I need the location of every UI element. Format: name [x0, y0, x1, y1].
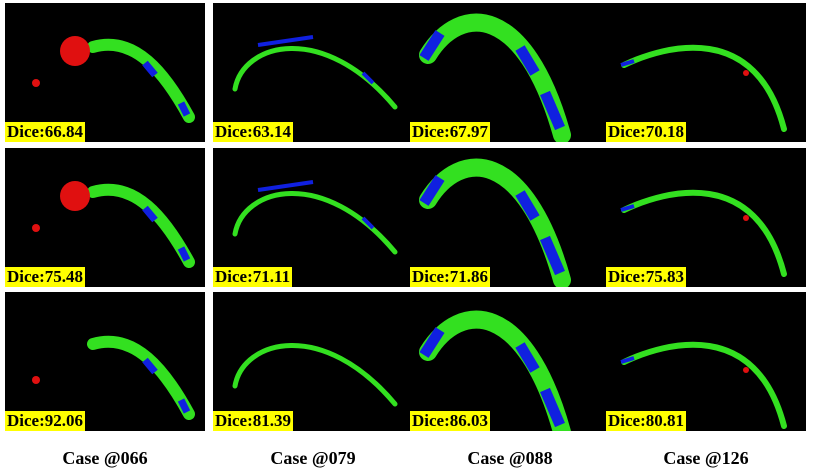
vessel-body — [419, 158, 571, 287]
vessel-error — [142, 60, 158, 78]
case-caption: Case @066 — [62, 448, 148, 468]
vessel-render — [32, 36, 195, 123]
render-panel: Dice:80.81 — [606, 292, 806, 431]
render-panel: Dice:75.48 — [5, 148, 205, 287]
dice-label: Dice:71.86 — [410, 267, 491, 287]
vessel-render — [32, 335, 195, 420]
vessel — [232, 180, 398, 255]
vessel-render — [620, 44, 787, 132]
vessel-region — [32, 224, 40, 232]
vessel-error — [257, 180, 314, 192]
vessel — [620, 44, 787, 132]
dice-label: Dice:67.97 — [410, 122, 491, 142]
vessel — [419, 310, 571, 431]
vessel — [32, 181, 195, 268]
dice-label: Dice:80.81 — [606, 411, 687, 431]
vessel-render — [32, 181, 195, 268]
vessel-body — [621, 341, 787, 429]
vessel — [620, 189, 787, 277]
vessel-body — [87, 183, 195, 268]
vessel-render — [419, 310, 571, 431]
vessel-error — [177, 101, 191, 117]
dice-label: Dice:63.14 — [213, 122, 294, 142]
vessel-render — [419, 158, 571, 287]
vessel-render — [419, 13, 571, 142]
vessel — [32, 335, 195, 420]
render-panel: Dice:66.84 — [5, 3, 205, 142]
vessel — [419, 13, 571, 142]
case-caption: Case @088 — [467, 448, 553, 468]
vessel-error — [361, 71, 375, 85]
render-panel: Dice:70.18 — [606, 3, 806, 142]
vessel-error — [361, 216, 375, 230]
vessel-error — [515, 342, 540, 373]
vessel-render — [232, 180, 398, 255]
dice-label: Dice:86.03 — [410, 411, 491, 431]
vessel — [232, 343, 398, 407]
vessel-body — [87, 38, 195, 123]
vessel-error — [515, 45, 540, 76]
vessel-error — [540, 90, 565, 131]
vessel-body — [232, 46, 398, 110]
vessel-error — [142, 205, 158, 223]
vessel-render — [620, 189, 787, 277]
vessel-region — [743, 70, 749, 76]
render-panel: Dice:92.06 — [5, 292, 205, 431]
vessel-error — [419, 175, 445, 206]
vessel-region — [32, 376, 40, 384]
vessel-error — [177, 246, 191, 262]
render-panel: Dice:81.39 — [213, 292, 413, 431]
vessel — [419, 158, 571, 287]
vessel — [32, 36, 195, 123]
render-panel: Dice:71.86 — [410, 148, 610, 287]
vessel-error — [620, 59, 635, 67]
dice-label: Dice:92.06 — [5, 411, 86, 431]
dice-label: Dice:71.11 — [213, 267, 293, 287]
vessel-error — [515, 190, 540, 221]
vessel — [232, 35, 398, 110]
vessel-body — [232, 343, 398, 407]
vessel-body — [621, 189, 787, 277]
vessel-error — [177, 398, 191, 414]
render-panel: Dice:63.14 — [213, 3, 413, 142]
vessel-region — [60, 36, 90, 66]
vessel-error — [257, 35, 314, 47]
dice-label: Dice:70.18 — [606, 122, 687, 142]
vessel-body — [232, 191, 398, 255]
render-panel: Dice:86.03 — [410, 292, 610, 431]
vessel-body — [87, 335, 195, 420]
vessel-region — [60, 181, 90, 211]
case-caption: Case @079 — [270, 448, 356, 468]
dice-label: Dice:75.48 — [5, 267, 86, 287]
vessel-region — [32, 79, 40, 87]
render-panel: Dice:75.83 — [606, 148, 806, 287]
vessel-render — [232, 343, 398, 407]
dice-label: Dice:81.39 — [213, 411, 294, 431]
vessel-error — [620, 204, 635, 212]
vessel-error — [620, 356, 635, 364]
vessel-body — [419, 13, 571, 142]
vessel — [620, 341, 787, 429]
vessel-error — [142, 357, 158, 375]
vessel-render — [620, 341, 787, 429]
vessel-error — [540, 387, 565, 428]
vessel-error — [419, 327, 445, 358]
vessel-error — [540, 235, 565, 276]
dice-label: Dice:66.84 — [5, 122, 86, 142]
vessel-region — [743, 367, 749, 373]
dice-label: Dice:75.83 — [606, 267, 687, 287]
vessel-error — [419, 30, 445, 61]
render-panel: Dice:71.11 — [213, 148, 413, 287]
vessel-region — [743, 215, 749, 221]
vessel-render — [232, 35, 398, 110]
render-panel: Dice:67.97 — [410, 3, 610, 142]
vessel-body — [621, 44, 787, 132]
case-caption: Case @126 — [663, 448, 749, 468]
